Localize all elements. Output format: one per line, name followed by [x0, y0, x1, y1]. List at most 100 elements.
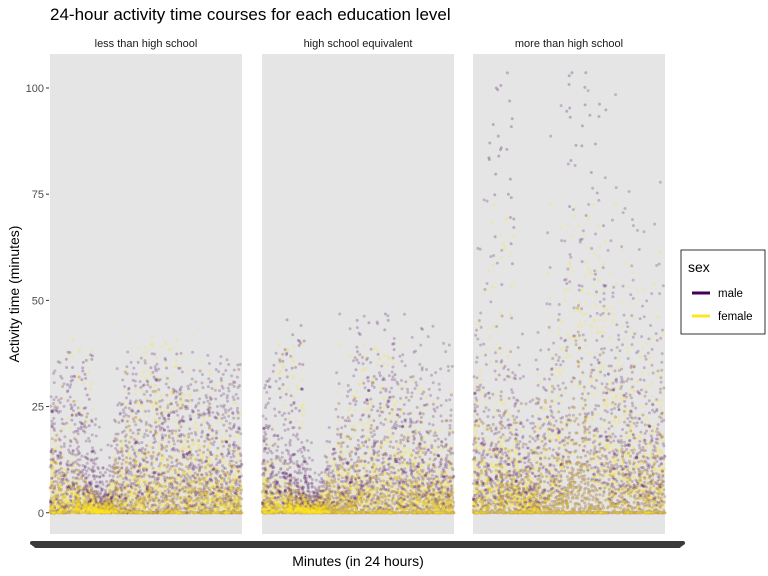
- scatter-point-female: [65, 499, 69, 503]
- scatter-point-male: [191, 410, 195, 414]
- scatter-point-male: [133, 379, 137, 383]
- scatter-point-female: [137, 466, 141, 470]
- scatter-point-female: [155, 451, 159, 455]
- scatter-point-female: [77, 469, 81, 473]
- scatter-point-female: [239, 457, 243, 461]
- scatter-point-female: [180, 477, 184, 481]
- scatter-point-male: [166, 414, 170, 418]
- scatter-point-female: [170, 476, 174, 480]
- scatter-point-male: [88, 439, 92, 443]
- scatter-point-male: [84, 439, 88, 443]
- scatter-point-male: [49, 503, 53, 507]
- scatter-point-female: [136, 346, 140, 350]
- scatter-point-female: [176, 436, 180, 440]
- scatter-point-male: [160, 433, 164, 437]
- scatter-point-female: [179, 424, 183, 428]
- scatter-point-female: [231, 480, 235, 484]
- scatter-point-female: [52, 455, 56, 459]
- scatter-point-female: [227, 437, 231, 441]
- scatter-point-male: [79, 425, 83, 429]
- scatter-point-male: [68, 395, 72, 399]
- scatter-point-male: [208, 506, 212, 510]
- scatter-point-male: [81, 429, 85, 433]
- scatter-point-female: [170, 445, 174, 449]
- scatter-point-male: [85, 502, 89, 506]
- scatter-point-male: [180, 370, 184, 374]
- scatter-point-male: [97, 425, 101, 429]
- scatter-point-female: [110, 503, 114, 507]
- scatter-point-male: [150, 352, 154, 356]
- scatter-point-male: [187, 466, 191, 470]
- scatter-point-female: [136, 491, 140, 495]
- scatter-point-male: [130, 466, 134, 470]
- scatter-point-female: [208, 426, 212, 430]
- scatter-point-male: [111, 474, 115, 478]
- scatter-point-female: [165, 464, 169, 468]
- scatter-point-female: [167, 443, 171, 447]
- scatter-point-male: [176, 403, 180, 407]
- scatter-point-male: [199, 510, 203, 514]
- scatter-point-male: [178, 496, 182, 500]
- scatter-point-female: [194, 438, 198, 442]
- scatter-point-male: [189, 417, 193, 421]
- scatter-point-male: [165, 458, 169, 462]
- scatter-point-male: [152, 375, 156, 379]
- scatter-point-male: [85, 452, 89, 456]
- scatter-point-male: [220, 464, 224, 468]
- scatter-point-female: [134, 443, 138, 447]
- scatter-point-male: [93, 494, 97, 498]
- scatter-point-male: [157, 464, 161, 468]
- scatter-point-female: [187, 496, 191, 500]
- scatter-point-male: [228, 421, 232, 425]
- scatter-point-male: [87, 473, 91, 477]
- scatter-point-male: [52, 408, 56, 412]
- scatter-point-male: [80, 378, 84, 382]
- scatter-point-female: [198, 404, 202, 408]
- scatter-point-female: [75, 464, 79, 468]
- scatter-point-female: [195, 428, 199, 432]
- scatter-point-male: [169, 429, 173, 433]
- scatter-point-female: [212, 499, 216, 503]
- scatter-point-female: [178, 405, 182, 409]
- scatter-point-male: [124, 425, 128, 429]
- scatter-point-male: [133, 452, 137, 456]
- scatter-point-male: [108, 508, 112, 512]
- scatter-point-male: [181, 449, 185, 453]
- scatter-point-male: [150, 505, 154, 509]
- scatter-point-male: [52, 398, 56, 402]
- scatter-point-female: [225, 500, 229, 504]
- scatter-point-female: [111, 472, 115, 476]
- scatter-point-female: [171, 505, 175, 509]
- scatter-point-male: [52, 416, 56, 420]
- scatter-point-male: [69, 440, 73, 444]
- scatter-point-male: [69, 383, 73, 387]
- scatter-point-female: [212, 496, 216, 500]
- scatter-point-female: [219, 444, 223, 448]
- scatter-point-male: [110, 502, 114, 506]
- scatter-point-male: [130, 408, 134, 412]
- scatter-point-female: [139, 374, 143, 378]
- scatter-point-female: [125, 510, 129, 514]
- scatter-point-female: [153, 476, 157, 480]
- scatter-point-female: [192, 414, 196, 418]
- scatter-point-female: [115, 468, 119, 472]
- scatter-point-male: [231, 443, 235, 447]
- scatter-point-female: [145, 479, 149, 483]
- scatter-point-female: [218, 465, 222, 469]
- scatter-point-female: [103, 504, 107, 508]
- scatter-point-female: [150, 473, 154, 477]
- scatter-point-female: [159, 483, 163, 487]
- scatter-point-male: [81, 468, 85, 472]
- scatter-point-male: [140, 509, 144, 513]
- scatter-point-female: [114, 462, 118, 466]
- scatter-point-male: [85, 415, 89, 419]
- scatter-point-female: [219, 420, 223, 424]
- scatter-point-male: [89, 482, 93, 486]
- scatter-point-female: [219, 450, 223, 454]
- scatter-point-female: [177, 442, 181, 446]
- scatter-point-female: [201, 471, 205, 475]
- scatter-point-male: [67, 448, 71, 452]
- scatter-point-female: [161, 449, 165, 453]
- scatter-point-male: [235, 406, 239, 410]
- scatter-point-male: [138, 418, 142, 422]
